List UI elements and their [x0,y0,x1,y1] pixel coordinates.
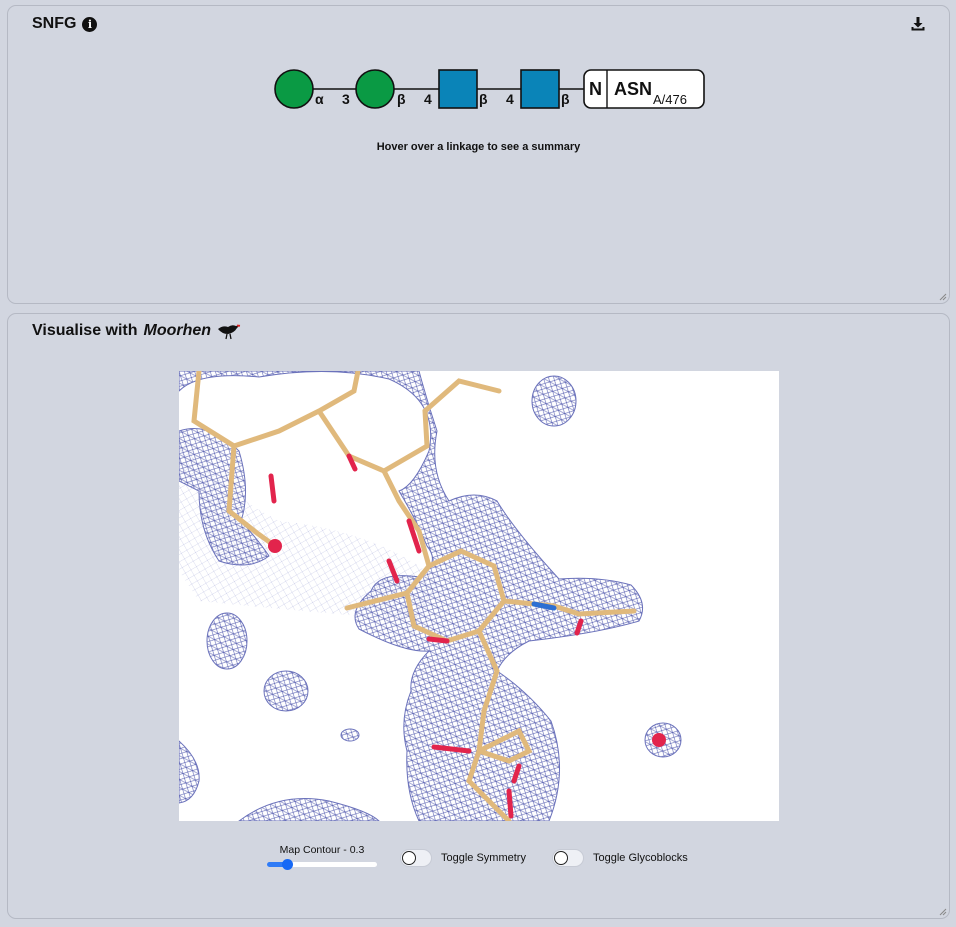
slider-thumb[interactable] [281,859,293,870]
snfg-glycan-diagram[interactable]: α 3 β 4 β 4 β N ASN A/476 [264,61,709,117]
symmetry-knob [402,851,416,865]
slider-fill [267,862,288,867]
toggle-symmetry[interactable]: Toggle Symmetry [400,849,526,867]
glycoblocks-label: Toggle Glycoblocks [593,852,688,864]
moorhen-bird-icon [218,324,241,340]
linkage-anomer-2[interactable]: β [397,91,406,107]
moorhen-3d-viewer[interactable] [179,371,779,821]
moorhen-title-app: Moorhen [143,322,212,339]
linkage-anomer-1[interactable]: α [315,91,324,107]
glycan-residue-glcnac-2[interactable] [520,69,560,109]
moorhen-panel: Visualise with Moorhen [7,313,950,919]
snfg-panel: SNFG i α 3 β 4 β 4 β N ASN A/476 [7,5,950,304]
linkage-position-2[interactable]: 4 [424,91,432,107]
glycan-residue-man-2[interactable] [355,69,395,109]
symmetry-switch[interactable] [400,849,432,867]
map-contour-label: Map Contour - 0.3 [279,844,365,856]
slider-track[interactable] [267,859,377,870]
attachment-type: N [589,79,602,99]
moorhen-panel-title: Visualise with Moorhen [32,322,241,340]
asn-attachment-box[interactable]: N ASN A/476 [583,69,705,109]
glycan-residue-man-1[interactable] [274,69,314,109]
glycoblocks-switch[interactable] [552,849,584,867]
linkage-position-3[interactable]: 4 [506,91,514,107]
map-contour-slider[interactable]: Map Contour - 0.3 [267,844,377,870]
attachment-chain-position: A/476 [653,92,687,107]
linkage-position-1[interactable]: 3 [342,91,350,107]
viewer-controls: Map Contour - 0.3 Toggle Symmetry Toggle… [8,844,949,884]
linkage-anomer-3[interactable]: β [479,91,488,107]
info-icon[interactable]: i [82,16,98,32]
density-map-render [179,371,682,821]
linkage-anomer-4[interactable]: β [561,91,570,107]
toggle-glycoblocks[interactable]: Toggle Glycoblocks [552,849,688,867]
linkage-hint: Hover over a linkage to see a summary [376,141,581,153]
moorhen-title-prefix: Visualise with [32,322,138,339]
snfg-title-text: SNFG [32,15,77,32]
resize-grip-icon[interactable] [939,293,947,301]
glycoblocks-knob [554,851,568,865]
attachment-residue: ASN [614,79,652,99]
symmetry-label: Toggle Symmetry [441,852,526,864]
snfg-panel-title: SNFG i [32,15,98,33]
glycan-residue-glcnac-1[interactable] [438,69,478,109]
resize-grip-icon[interactable] [939,908,947,916]
download-icon[interactable] [910,16,926,32]
